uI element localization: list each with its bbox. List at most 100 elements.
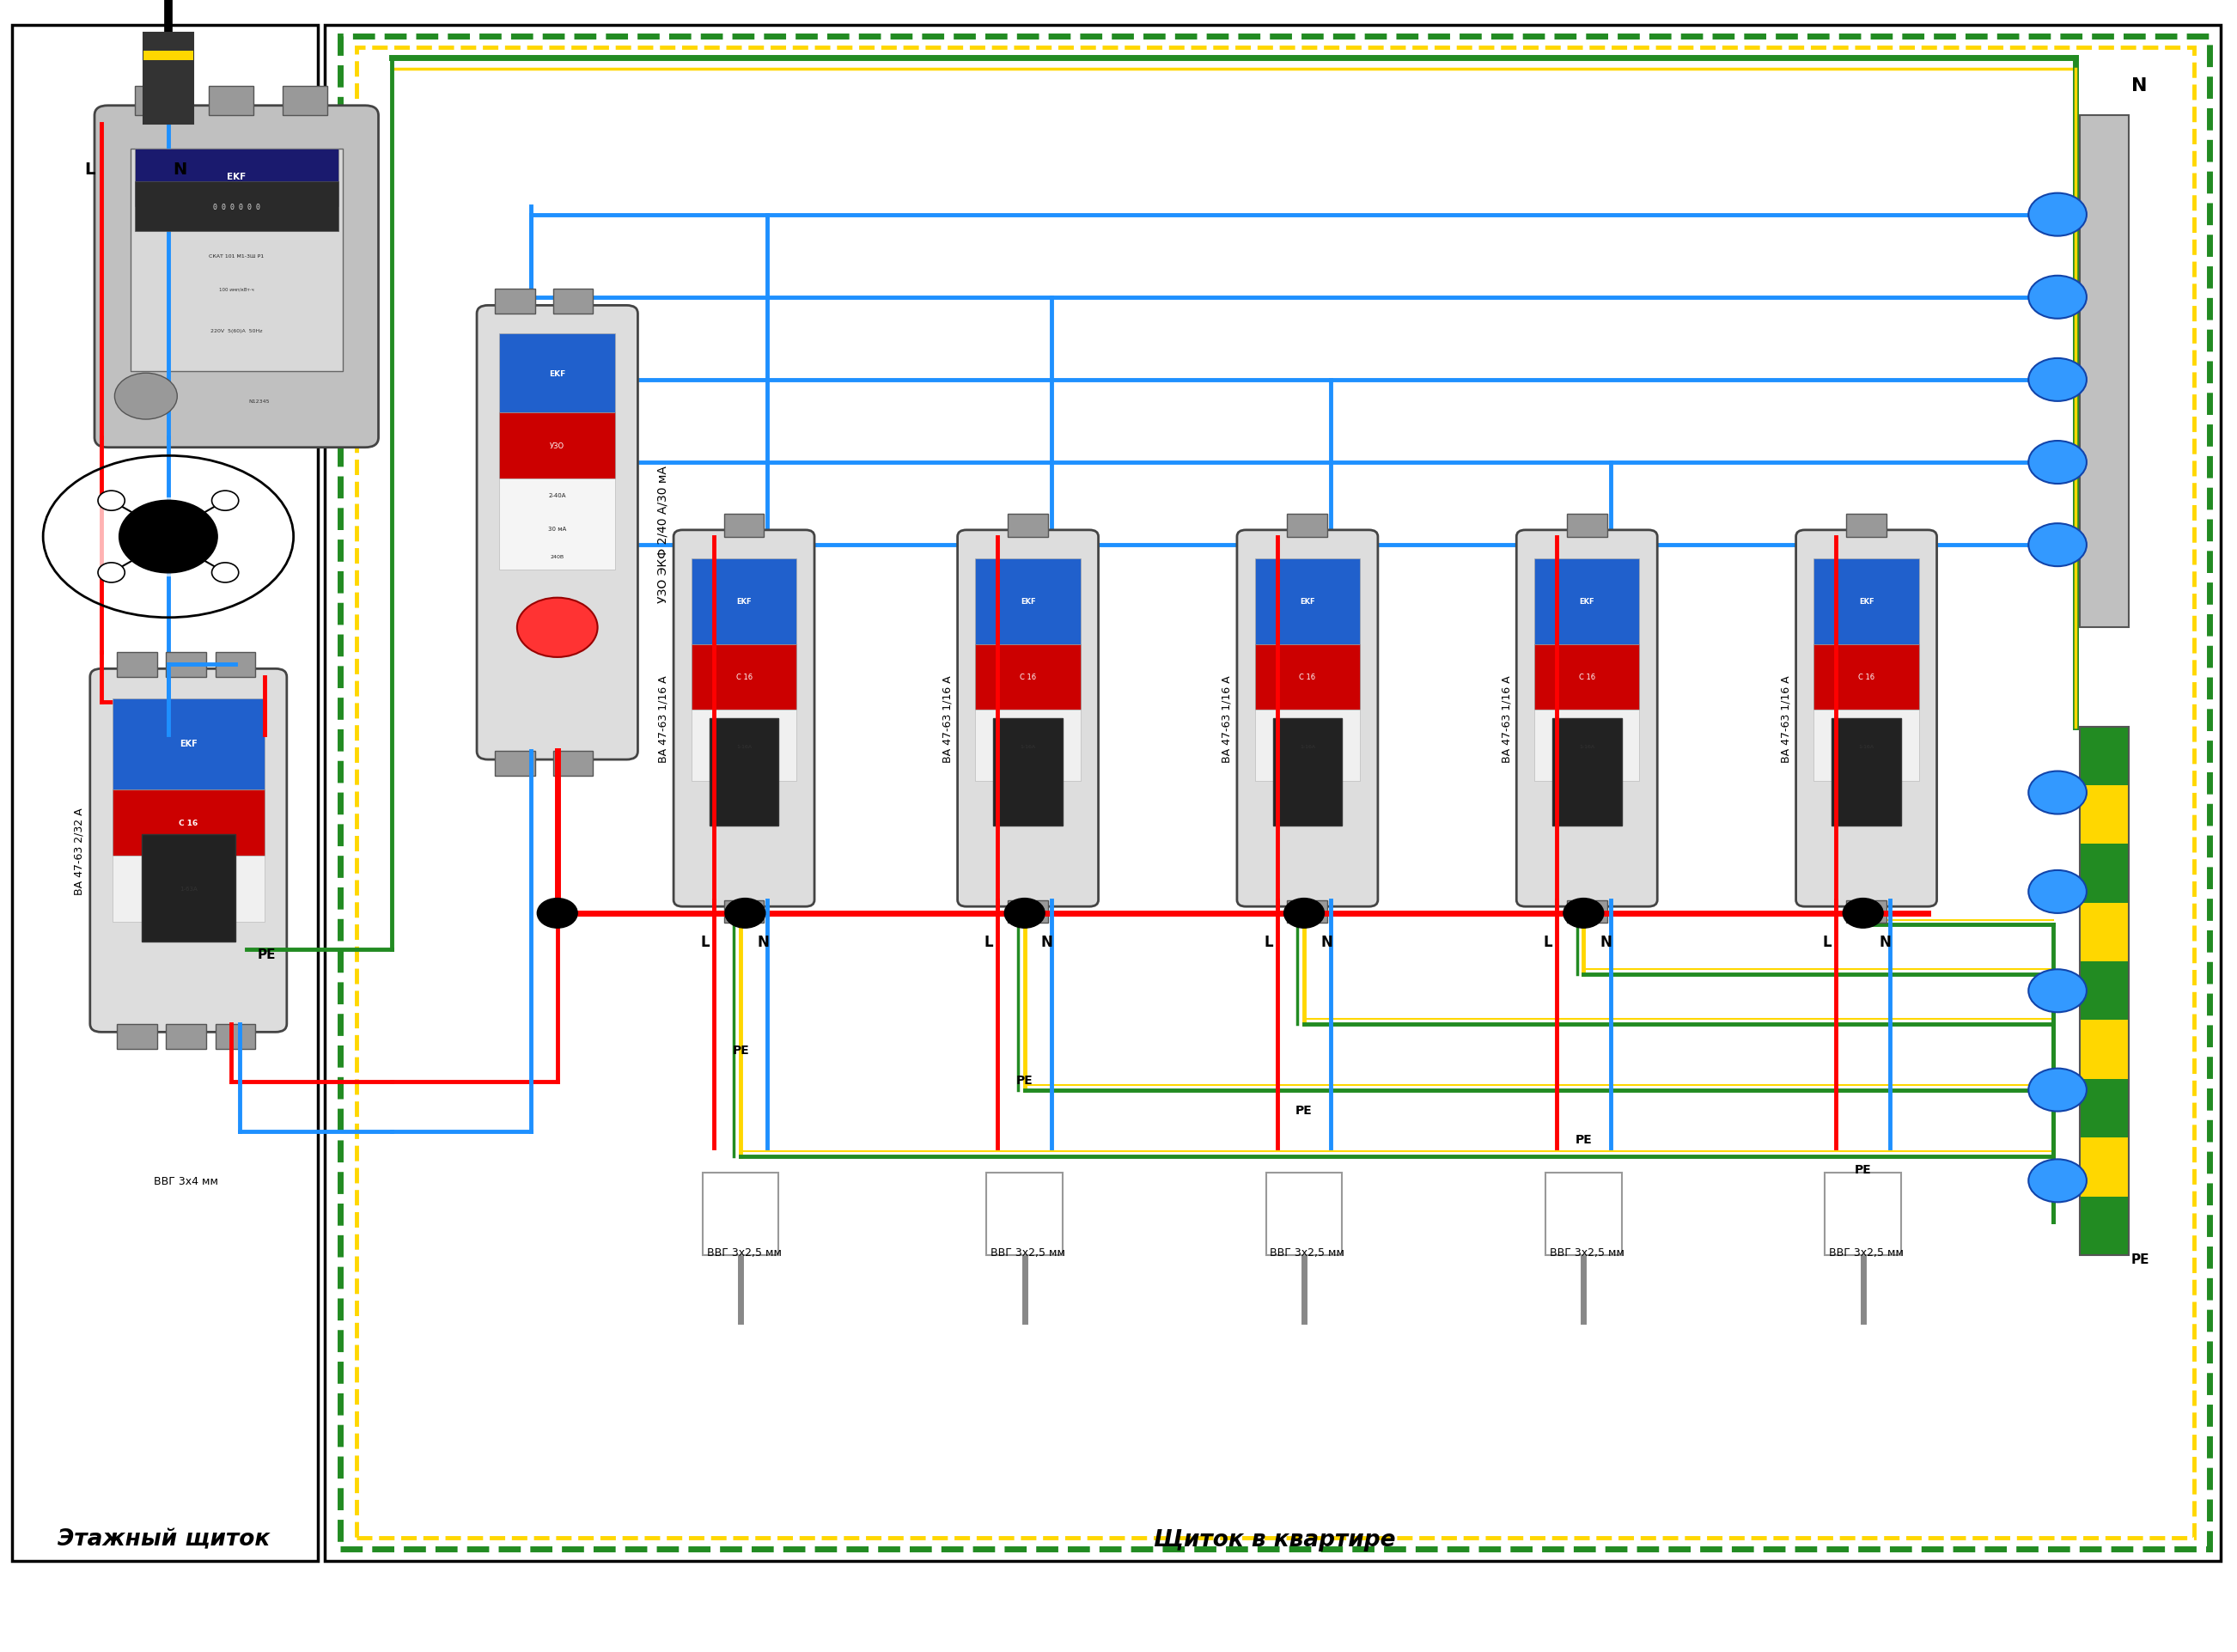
Text: 1-16А: 1-16А: [1579, 745, 1595, 748]
Text: ВВГ 3х2,5 мм: ВВГ 3х2,5 мм: [1271, 1247, 1344, 1257]
Bar: [1566, 900, 1606, 923]
Text: L: L: [1823, 935, 1832, 950]
Bar: [1846, 514, 1886, 537]
Bar: [356, 48, 2194, 1538]
Text: 220V  5(60)A  50Hz: 220V 5(60)A 50Hz: [210, 329, 262, 334]
Circle shape: [2029, 441, 2087, 484]
Bar: [2080, 727, 2130, 786]
Bar: [1009, 514, 1049, 537]
Bar: [112, 790, 264, 856]
Bar: [1566, 514, 1606, 537]
Text: 1-16А: 1-16А: [1859, 745, 1875, 748]
Bar: [215, 1024, 255, 1049]
Bar: [134, 149, 338, 206]
Bar: [282, 86, 327, 116]
Bar: [975, 710, 1080, 781]
Text: PE: PE: [731, 1044, 749, 1056]
Text: EKF: EKF: [548, 370, 566, 378]
Bar: [2080, 961, 2130, 1021]
Bar: [1255, 710, 1360, 781]
Bar: [2080, 1021, 2130, 1079]
Text: EKF: EKF: [1020, 598, 1036, 605]
Text: N: N: [172, 160, 186, 177]
Bar: [494, 752, 535, 776]
Text: УЗО: УЗО: [550, 443, 564, 451]
Circle shape: [213, 563, 239, 583]
Text: ВА 47-63 1/16 А: ВА 47-63 1/16 А: [658, 676, 669, 762]
Bar: [130, 149, 342, 372]
Bar: [166, 653, 206, 677]
Bar: [2080, 116, 2130, 628]
Text: 240В: 240В: [550, 555, 564, 558]
Text: ВВГ 3х4 мм: ВВГ 3х4 мм: [154, 1175, 219, 1186]
Bar: [709, 719, 778, 826]
Bar: [725, 900, 765, 923]
Text: EKF: EKF: [736, 598, 752, 605]
Text: C 16: C 16: [736, 674, 752, 681]
Circle shape: [2029, 276, 2087, 319]
Text: N: N: [2132, 78, 2148, 94]
Circle shape: [725, 899, 765, 928]
Bar: [553, 752, 593, 776]
Text: PE: PE: [257, 948, 275, 961]
Bar: [215, 653, 255, 677]
Text: ВА 47-63 1/16 А: ВА 47-63 1/16 А: [1501, 676, 1512, 762]
Circle shape: [2029, 1069, 2087, 1112]
Bar: [1286, 900, 1327, 923]
Circle shape: [2029, 524, 2087, 567]
Bar: [134, 86, 179, 116]
Text: Этажный щиток: Этажный щиток: [58, 1528, 271, 1550]
Bar: [112, 856, 264, 922]
FancyBboxPatch shape: [673, 530, 814, 907]
Text: L: L: [984, 935, 993, 950]
Text: 1-16А: 1-16А: [1020, 745, 1036, 748]
Text: L: L: [85, 160, 96, 177]
Bar: [987, 1173, 1063, 1256]
Circle shape: [2029, 771, 2087, 814]
Text: ВА 47-63 1/16 А: ВА 47-63 1/16 А: [1781, 676, 1792, 762]
Circle shape: [119, 501, 217, 573]
Text: L: L: [1264, 935, 1273, 950]
Text: ВВГ 3х2,5 мм: ВВГ 3х2,5 мм: [707, 1247, 781, 1257]
FancyBboxPatch shape: [94, 106, 378, 448]
Text: EKF: EKF: [1300, 598, 1315, 605]
Circle shape: [114, 373, 177, 420]
Bar: [208, 86, 253, 116]
FancyBboxPatch shape: [89, 669, 286, 1032]
Bar: [1825, 1173, 1901, 1256]
Bar: [2080, 1196, 2130, 1256]
Circle shape: [2029, 193, 2087, 236]
Circle shape: [2029, 970, 2087, 1013]
Text: ВА 47-63 1/16 А: ВА 47-63 1/16 А: [1221, 676, 1233, 762]
Text: N: N: [1879, 935, 1890, 950]
Text: EKF: EKF: [1859, 598, 1875, 605]
Bar: [141, 834, 235, 942]
Bar: [499, 479, 615, 570]
Circle shape: [1843, 899, 1884, 928]
Bar: [324, 25, 2221, 1561]
Text: EKF: EKF: [179, 738, 197, 748]
Circle shape: [1284, 899, 1324, 928]
Bar: [2080, 844, 2130, 904]
Text: СКАТ 101 М1-3Ш Р1: СКАТ 101 М1-3Ш Р1: [208, 254, 264, 259]
Text: C 16: C 16: [1020, 674, 1036, 681]
Text: ВВГ 3х2,5 мм: ВВГ 3х2,5 мм: [991, 1247, 1065, 1257]
Bar: [691, 710, 796, 781]
Bar: [691, 644, 796, 710]
Circle shape: [98, 563, 125, 583]
Text: УЗО ЭКФ 2/40 А/30 мА: УЗО ЭКФ 2/40 А/30 мА: [655, 466, 669, 603]
Bar: [494, 289, 535, 314]
Bar: [1273, 719, 1342, 826]
Text: 1-63A: 1-63A: [179, 885, 197, 892]
Text: N12345: N12345: [248, 400, 268, 403]
Text: L: L: [1544, 935, 1552, 950]
Bar: [11, 25, 318, 1561]
Bar: [1009, 900, 1049, 923]
Text: 1-16А: 1-16А: [1300, 745, 1315, 748]
FancyBboxPatch shape: [1517, 530, 1658, 907]
Text: PE: PE: [1854, 1163, 1872, 1175]
Bar: [340, 36, 2210, 1550]
Bar: [975, 644, 1080, 710]
Bar: [1814, 710, 1919, 781]
Text: PE: PE: [1016, 1074, 1033, 1085]
